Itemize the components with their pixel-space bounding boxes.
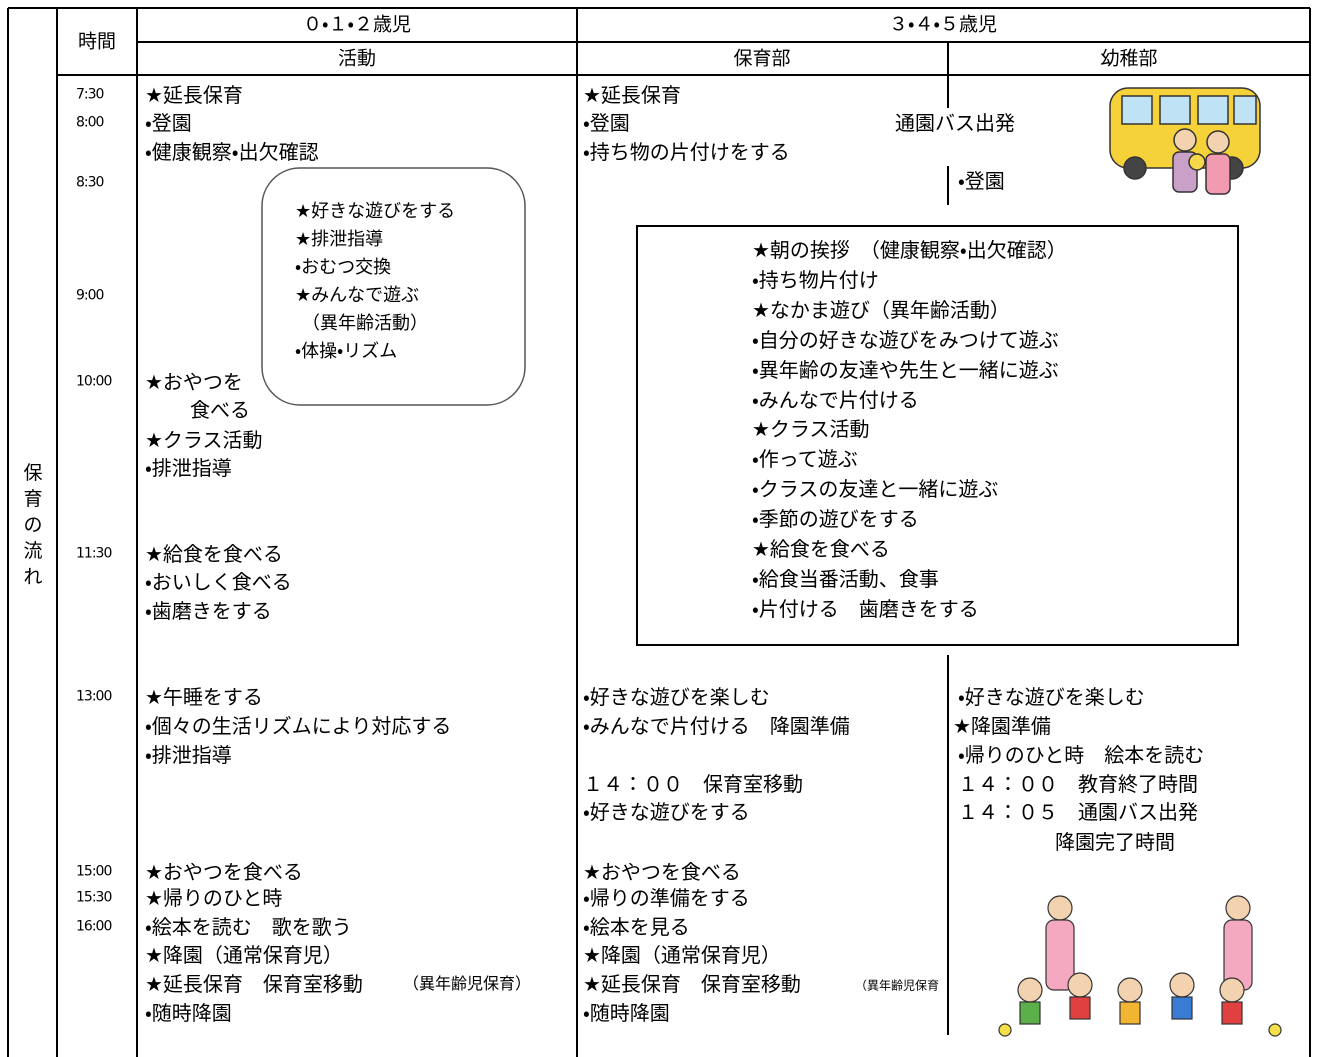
activity-line: ・絵本を見る (583, 915, 690, 939)
header-time: 時間 (77, 30, 117, 53)
activity-line: ・随時降園 (583, 1001, 670, 1025)
activity-line: ・排泄指導 (145, 743, 232, 767)
time-label: 15:00 (76, 863, 112, 880)
bubble-line: ★排泄指導 (295, 229, 384, 251)
time-label: 10:00 (76, 373, 112, 390)
activity-line: ・個々の生活リズムにより対応する (145, 714, 452, 738)
activity-line: ・持ち物の片付けをする (583, 140, 790, 164)
box-line: ・給食当番活動、食事 (752, 566, 939, 591)
activity-line: ・歯磨きをする (145, 599, 272, 623)
activity-line: ・おいしく食べる (145, 570, 292, 594)
activity-line: ・登園 (145, 111, 192, 135)
activity-line: ・健康観察・出欠確認 (145, 140, 319, 164)
activity-line: １４：００ 保育室移動 (583, 772, 803, 796)
box-line: ★給食を食べる (752, 537, 890, 561)
note-text: （異年齢児保育） (403, 974, 532, 994)
header-group: ０・１・２歳児 (303, 13, 411, 36)
activity-line: ・帰りのひと時 絵本を読む (958, 743, 1205, 767)
activity-line: ★延長保育 (583, 83, 681, 107)
activity-line: ・排泄指導 (145, 456, 232, 480)
activity-line: １４：０５ 通園バス出発 (958, 800, 1198, 824)
activity-line: ★降園準備 (953, 714, 1051, 738)
box-line: ・クラスの友達と一緒に遊ぶ (752, 477, 999, 502)
activity-line: ★延長保育 保育室移動 (145, 972, 363, 996)
bubble-line: ★みんなで遊ぶ (295, 285, 420, 307)
header-column: 幼稚部 (1100, 47, 1158, 70)
time-label: 8:00 (76, 114, 104, 131)
activity-line: ★延長保育 (145, 83, 243, 107)
activity-line: ★帰りのひと時 (145, 886, 283, 910)
activity-line: ★おやつを食べる (145, 860, 303, 884)
box-line: ・季節の遊びをする (752, 507, 919, 532)
time-label: 7:30 (76, 86, 104, 103)
activity-line: ★クラス活動 (145, 428, 263, 452)
activity-line: ・みんなで片付ける 降園準備 (583, 714, 850, 738)
children-illustration (998, 895, 1282, 1037)
activity-line: ・登園 (583, 111, 630, 135)
box-line: ・異年齢の友達や先生と一緒に遊ぶ (752, 357, 1059, 382)
box-line: ★朝の挨拶 （健康観察・出欠確認） (752, 238, 1067, 262)
activity-line: 食べる (190, 398, 250, 422)
box-line: ・持ち物片付け (752, 267, 879, 292)
side-label: 保育の流れ (23, 462, 43, 588)
box-line: ・作って遊ぶ (752, 447, 858, 472)
box-line: ・みんなで片付ける (752, 387, 919, 412)
activity-line: ・登園 (958, 169, 1005, 193)
time-label: 9:00 (76, 287, 104, 304)
bubble-line: ・体操・リズム (295, 341, 398, 363)
time-label: 11:30 (76, 545, 112, 562)
header-group: ３・４・５歳児 (889, 13, 997, 36)
bubble-line: ★好きな遊びをする (295, 201, 456, 223)
bubble-line: ・おむつ交換 (295, 257, 392, 279)
header-column: 活動 (337, 47, 377, 70)
note-text: （異年齢児保育 (855, 979, 940, 993)
activity-line: ・随時降園 (145, 1001, 232, 1025)
activity-line: ・絵本を読む 歌を歌う (145, 915, 352, 939)
bubble-line: （異年齢活動） (302, 313, 428, 335)
activity-line: ★午睡をする (145, 685, 263, 709)
time-label: 15:30 (76, 889, 112, 906)
bus-illustration (1109, 87, 1261, 195)
box-line: ・自分の好きな遊びをみつけて遊ぶ (752, 327, 1059, 352)
time-label: 16:00 (76, 918, 112, 935)
box-line: ★なかま遊び（異年齢活動） (752, 297, 1010, 322)
header-column: 保育部 (733, 47, 791, 70)
box-line: ★クラス活動 (752, 417, 870, 442)
activity-line: ★延長保育 保育室移動 (583, 972, 801, 996)
activity-line: ★降園（通常保育児） (145, 943, 343, 967)
activity-line: ・好きな遊びを楽しむ (958, 685, 1145, 709)
activity-line: 通園バス出発 (895, 111, 1015, 135)
activity-line: ★給食を食べる (145, 542, 283, 566)
activity-line: ★おやつを食べる (583, 860, 741, 884)
activity-line: ★降園（通常保育児） (583, 943, 781, 967)
activity-line: ★おやつを (145, 370, 243, 394)
activity-line: ・好きな遊びを楽しむ (583, 685, 770, 709)
activity-line: １４：００ 教育終了時間 (958, 772, 1198, 796)
activity-line: 降園完了時間 (1055, 830, 1175, 854)
box-line: ・片付ける 歯磨きをする (752, 596, 979, 621)
time-label: 8:30 (76, 174, 104, 191)
time-label: 13:00 (76, 688, 112, 705)
activity-line: ・好きな遊びをする (583, 800, 750, 824)
activity-line: ・帰りの準備をする (583, 886, 750, 910)
